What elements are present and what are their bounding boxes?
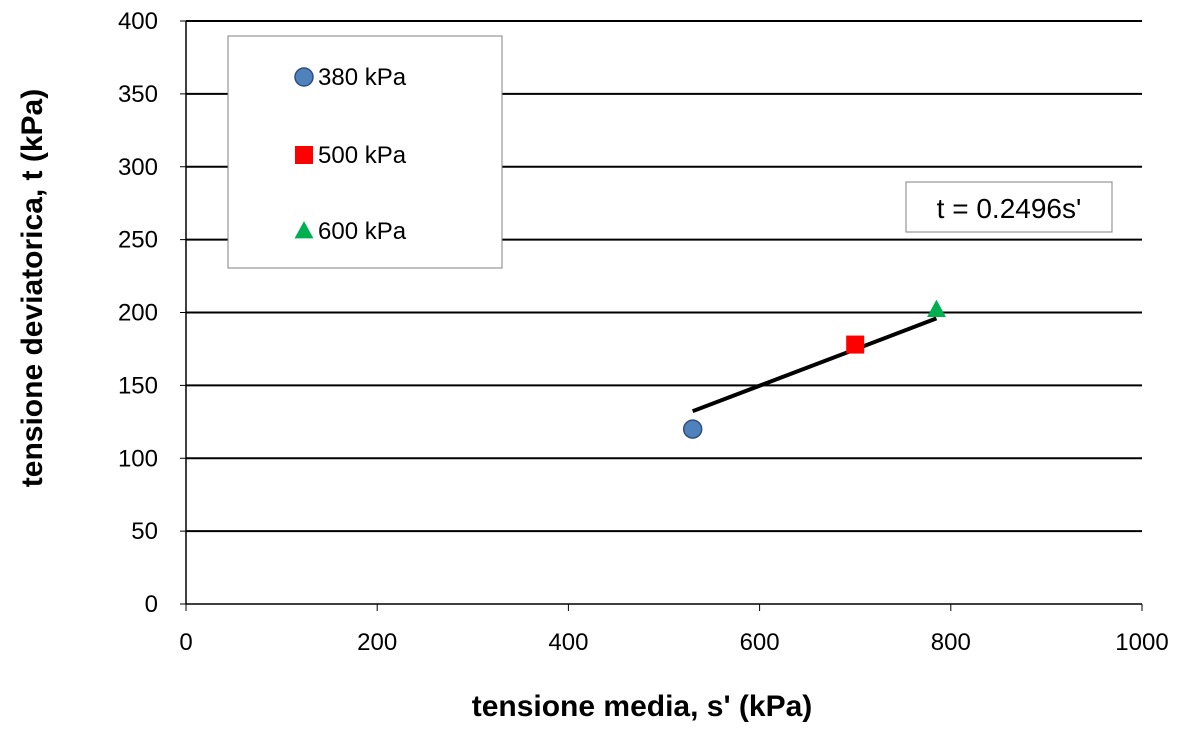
- y-tick-label: 300: [118, 154, 158, 181]
- legend-marker-circle: [294, 67, 314, 87]
- legend-box: [227, 35, 503, 269]
- y-tick-label: 250: [118, 227, 158, 254]
- legend-label: 600 kPa: [318, 218, 407, 245]
- x-tick-label: 200: [357, 629, 397, 656]
- y-tick-label: 350: [118, 81, 158, 108]
- y-tick-label: 0: [145, 591, 158, 618]
- data-point-circle: [682, 419, 703, 439]
- data-point-triangle: [927, 299, 946, 318]
- x-tick-label: 800: [931, 629, 971, 656]
- trendline-equation-box: t = 0.2496s': [905, 181, 1113, 233]
- trendline: [691, 316, 938, 414]
- legend-marker-square: [295, 146, 313, 164]
- y-tick-label: 50: [131, 518, 158, 545]
- legend-label: 500 kPa: [318, 142, 407, 169]
- x-tick-labels: 0 200 400 600 800 1000: [179, 629, 1168, 656]
- x-tick-label: 1000: [1115, 629, 1168, 656]
- y-axis-title: tensione deviatorica, t (kPa): [16, 89, 49, 487]
- x-tick-label: 400: [548, 629, 588, 656]
- trendline-group: [691, 316, 938, 414]
- legend: 380 kPa 500 kPa 600 kPa: [227, 35, 503, 269]
- x-axis-title: tensione media, s' (kPa): [472, 690, 813, 723]
- y-tick-label: 150: [118, 372, 158, 399]
- y-tick-labels: 0 50 100 150 200 250 300 350 400: [118, 8, 158, 618]
- x-tick-label: 600: [740, 629, 780, 656]
- equation-box: [905, 181, 1113, 233]
- x-tick-label: 0: [179, 629, 192, 656]
- data-points: [682, 299, 946, 439]
- data-point-square: [846, 335, 865, 354]
- trendline-equation: t = 0.2496s': [937, 193, 1082, 224]
- y-tick-label: 100: [118, 445, 158, 472]
- axes: [180, 20, 1143, 611]
- legend-marker-triangle: [294, 221, 314, 239]
- y-tick-label: 200: [118, 300, 158, 327]
- legend-label: 380 kPa: [318, 64, 407, 91]
- y-tick-label: 400: [118, 8, 158, 35]
